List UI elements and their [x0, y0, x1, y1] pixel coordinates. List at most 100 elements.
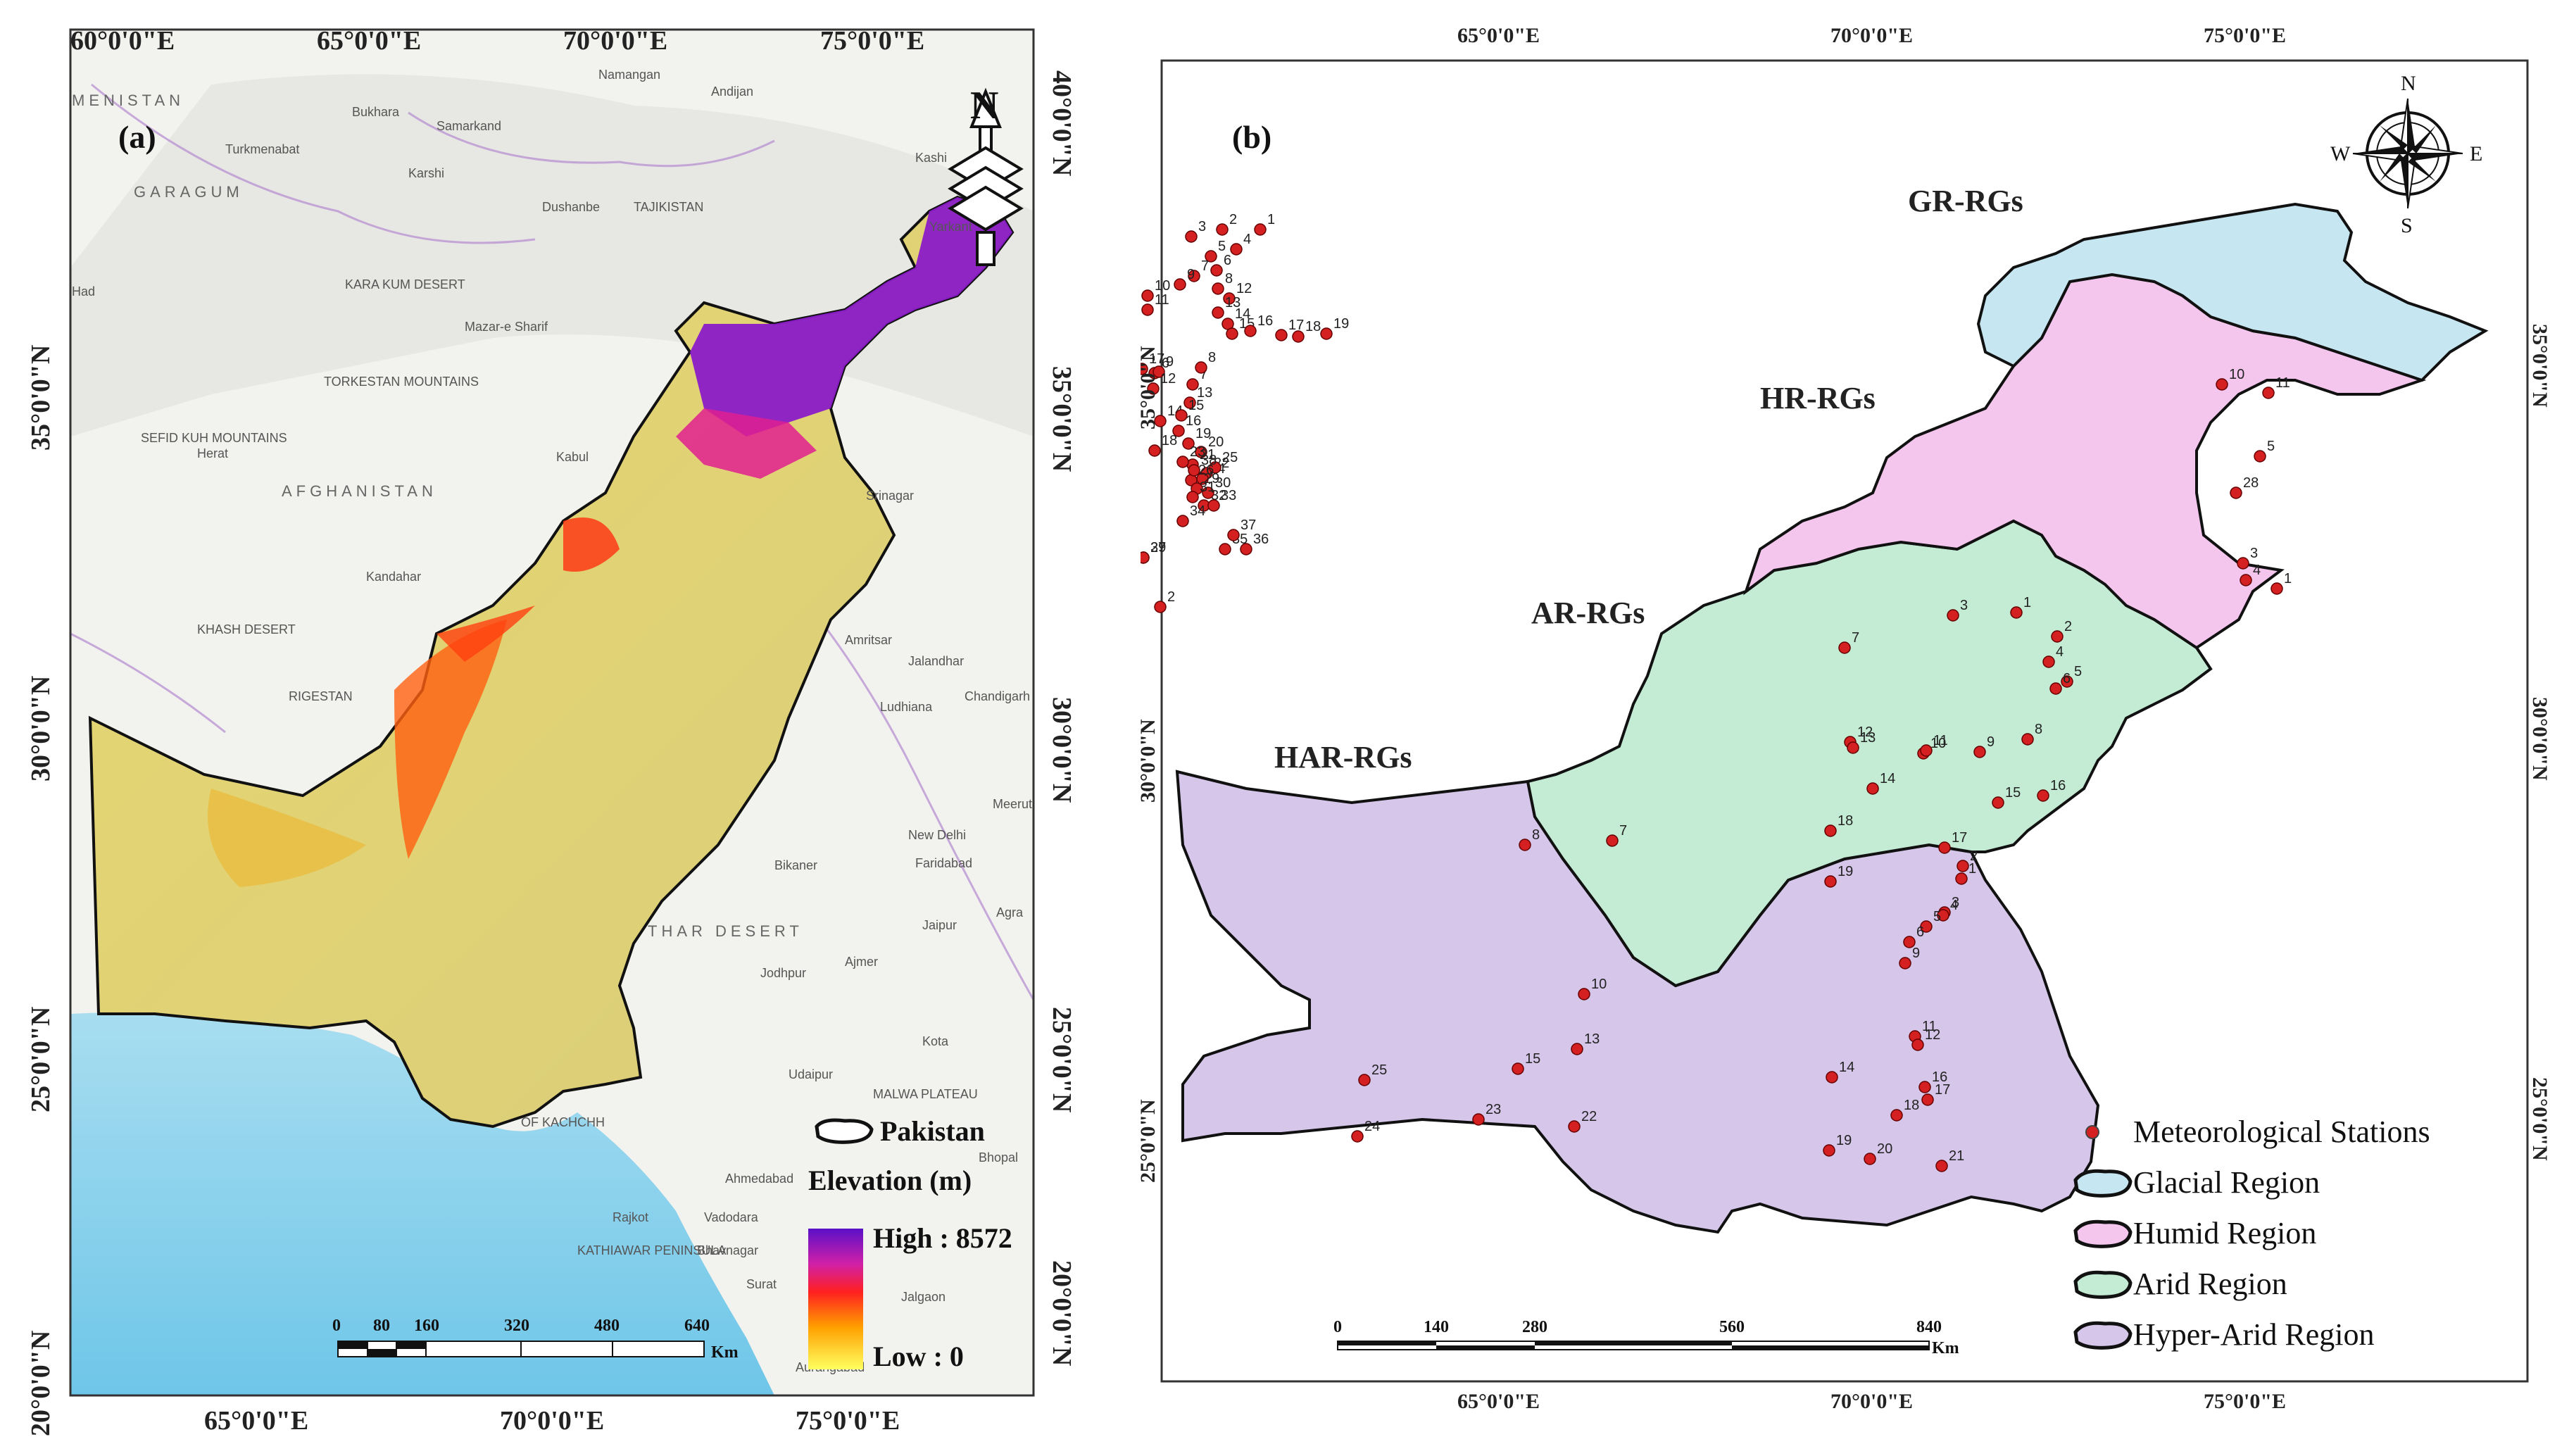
- station-label-har-8: 8: [1532, 827, 1540, 843]
- station-label-hr-6: 6: [1162, 356, 1169, 371]
- scale-a-160: 160: [414, 1317, 439, 1335]
- place-yarkant: Yarkant: [929, 220, 972, 234]
- place-agra: Agra: [996, 905, 1024, 920]
- station-label-har-17: 17: [1935, 1082, 1950, 1098]
- scale-a-480: 480: [594, 1317, 620, 1335]
- arid-region: [1526, 519, 2213, 988]
- compass-n: N: [2401, 72, 2416, 95]
- place-karakum: KARA KUM DESERT: [345, 277, 465, 291]
- station-marker-hr-39: [1141, 551, 1150, 564]
- place-kachchh: OF KACHCHH: [521, 1115, 605, 1129]
- station-label-hr-11: 11: [2275, 375, 2290, 391]
- station-marker-ar-18: [1824, 824, 1837, 837]
- station-marker-har-10: [1578, 988, 1590, 1000]
- station-label-ar-3: 3: [1960, 598, 1968, 613]
- legend-humid: Humid Region: [2133, 1216, 2316, 1250]
- place-karshi: Karshi: [408, 166, 444, 180]
- place-srinagar: Srinagar: [866, 489, 914, 503]
- station-label-har-5: 5: [1933, 909, 1941, 924]
- station-label-gr-13: 13: [1225, 295, 1241, 310]
- station-label-ar-7: 7: [1852, 630, 1859, 646]
- place-bikaner: Bikaner: [774, 858, 817, 872]
- place-bhavnagar: Bhavnagar: [697, 1243, 758, 1257]
- lat-b-left-2: 25°0'0"N: [1141, 1099, 1160, 1183]
- station-label-gr-9: 9: [1187, 267, 1195, 282]
- station-marker-gr-3: [1185, 230, 1198, 243]
- place-rigestan: RIGESTAN: [289, 689, 353, 703]
- station-marker-hr-34: [1176, 515, 1189, 527]
- station-label-gr-19: 19: [1333, 316, 1349, 332]
- station-label-gr-8: 8: [1225, 271, 1233, 287]
- station-label-hr-39: 39: [1150, 540, 1166, 556]
- station-marker-gr-1: [1254, 223, 1267, 236]
- lat-b-left-0: 35°0'0"N: [1141, 346, 1160, 429]
- station-marker-har-22: [1568, 1120, 1581, 1133]
- station-marker-har-1: [1955, 872, 1968, 885]
- station-marker-ar-5: [2061, 675, 2073, 688]
- station-marker-gr-6: [1210, 264, 1223, 277]
- panel-a-scale-bar: 0 80 160 320 480 640 Km: [332, 1317, 739, 1362]
- lat-a-left-3: 20°0'0"N: [26, 1331, 56, 1436]
- lon-a-bottom-1: 70°0'0"E: [500, 1406, 604, 1436]
- scale-a-unit: Km: [711, 1343, 739, 1362]
- lon-a-top-0: 60°0'0"E: [70, 26, 175, 56]
- station-marker-gr-9: [1174, 278, 1186, 291]
- station-label-hr-7: 7: [1200, 367, 1207, 382]
- station-marker-hr-38: [1188, 464, 1200, 477]
- station-marker-ar-8: [2021, 733, 2034, 746]
- station-marker-hr-14: [1154, 415, 1167, 427]
- lat-a-right-1: 35°0'0"N: [1047, 366, 1076, 472]
- place-vadodara: Vadodara: [704, 1210, 759, 1224]
- place-kashi: Kashi: [915, 151, 947, 165]
- station-label-har-20: 20: [1877, 1141, 1892, 1157]
- station-label-har-21: 21: [1949, 1148, 1964, 1164]
- lat-a-right-0: 40°0'0"N: [1047, 70, 1076, 176]
- station-marker-ar-9: [1973, 746, 1986, 758]
- station-label-gr-3: 3: [1198, 219, 1206, 234]
- lat-a-right-4: 20°0'0"N: [1047, 1260, 1076, 1366]
- station-label-ar-1: 1: [2023, 595, 2031, 610]
- station-label-hr-20: 20: [1208, 434, 1224, 450]
- legend-pakistan: Pakistan: [880, 1115, 985, 1147]
- station-label-ar-14: 14: [1880, 771, 1895, 786]
- station-label-hr-15: 15: [1188, 398, 1204, 413]
- station-label-ar-19: 19: [1838, 864, 1853, 879]
- station-marker-hr-20: [1195, 446, 1207, 458]
- station-marker-har-16: [1918, 1081, 1931, 1093]
- station-marker-hr-12: [1147, 382, 1160, 395]
- station-label-hr-34: 34: [1190, 503, 1205, 519]
- station-marker-gr-5: [1205, 250, 1217, 263]
- place-mazar: Mazar-e Sharif: [465, 320, 548, 334]
- glacial-region: [1976, 202, 2489, 382]
- scale-b-840: 840: [1916, 1318, 1942, 1336]
- legend-high: High : 8572: [873, 1222, 1012, 1254]
- station-marker-har-14: [1826, 1071, 1838, 1084]
- lon-b-top-2: 75°0'0"E: [2204, 24, 2286, 47]
- station-label-har-24: 24: [1364, 1119, 1380, 1134]
- station-marker-hr-31: [1186, 491, 1199, 503]
- station-label-hr-13: 13: [1197, 385, 1212, 401]
- station-marker-gr-8: [1212, 282, 1224, 295]
- station-label-hr-23: 23: [1190, 444, 1205, 460]
- panel-b-tag: (b): [1232, 119, 1271, 155]
- station-label-hr-3: 3: [2250, 546, 2258, 561]
- legend-hyper-arid: Hyper-Arid Region: [2133, 1317, 2374, 1352]
- station-marker-hr-13: [1183, 396, 1196, 409]
- station-marker-hr-10: [2216, 378, 2228, 391]
- station-marker-gr-16: [1244, 325, 1257, 337]
- station-label-har-15: 15: [1525, 1051, 1540, 1067]
- place-sefidkuh: SEFID KUH MOUNTAINS: [141, 431, 287, 445]
- station-label-hr-29: 29: [1204, 471, 1219, 487]
- place-newdelhi: New Delhi: [908, 828, 966, 842]
- station-marker-har-21: [1935, 1160, 1948, 1172]
- station-label-ar-6: 6: [2063, 671, 2071, 686]
- station-label-har-18: 18: [1904, 1098, 1919, 1113]
- station-marker-har-9: [1899, 957, 1911, 969]
- station-label-har-7: 7: [1619, 823, 1627, 839]
- place-jalgaon: Jalgaon: [901, 1290, 946, 1304]
- stations-humid: 1234567891011121314151617181920212223242…: [1141, 350, 2292, 613]
- lon-a-top-3: 75°0'0"E: [820, 26, 924, 56]
- station-marker-gr-13: [1212, 306, 1224, 319]
- station-marker-har-23: [1472, 1113, 1485, 1126]
